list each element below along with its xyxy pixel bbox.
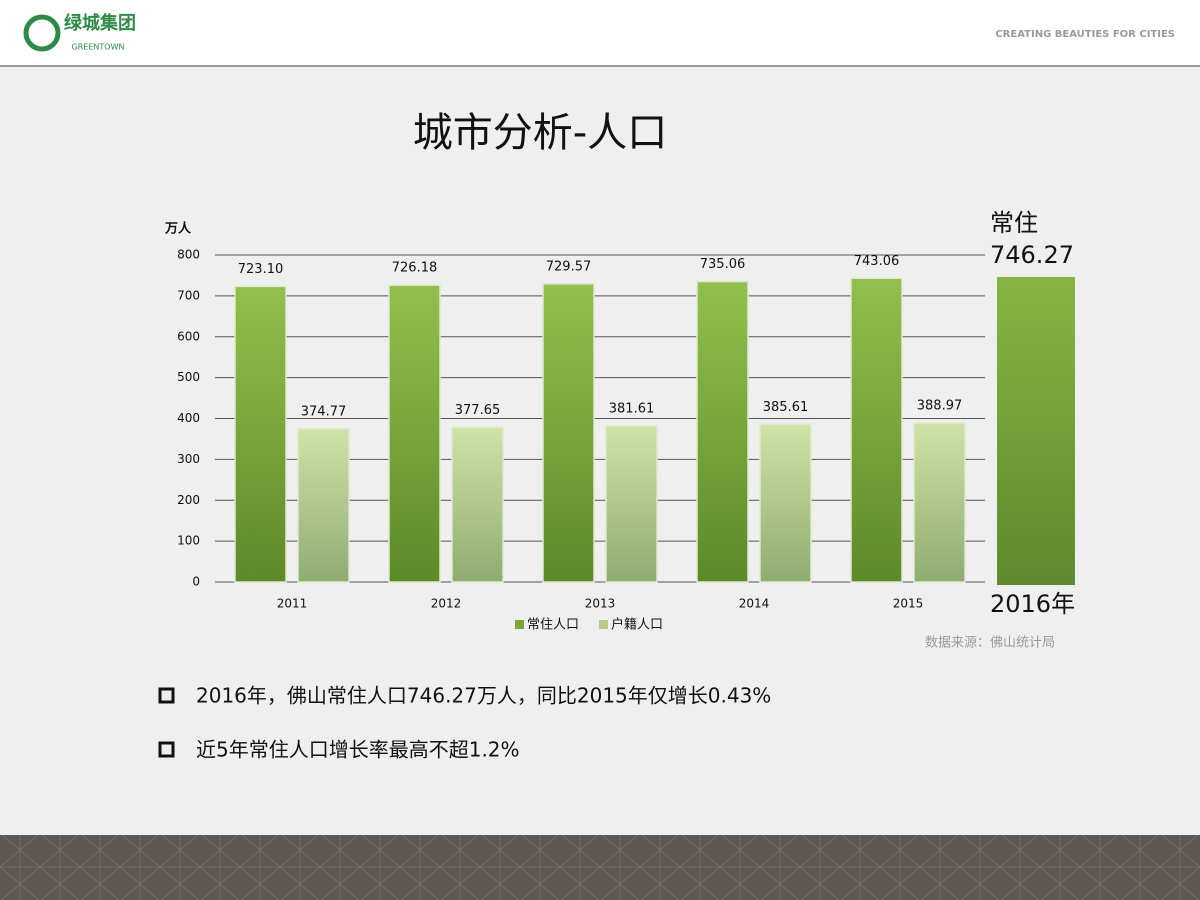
- tagline: CREATING BEAUTIES FOR CITIES: [995, 29, 1175, 40]
- bar: [759, 423, 812, 583]
- logo-icon: [23, 14, 61, 52]
- data-label: 388.97: [917, 399, 963, 414]
- bar: [913, 422, 966, 583]
- x-tick-label: 2015: [893, 597, 924, 611]
- bar: [297, 428, 350, 583]
- bar: [696, 280, 749, 583]
- data-label: 374.77: [301, 404, 347, 419]
- highlight-label: 常住: [990, 209, 1038, 237]
- bullet-icon: [158, 687, 175, 704]
- x-tick-label: 2013: [585, 597, 616, 611]
- highlight-value: 746.27: [990, 241, 1074, 269]
- y-axis-label: 万人: [164, 221, 192, 237]
- logo-subtext: GREENTOWN: [72, 43, 125, 52]
- y-tick-label: 800: [177, 248, 200, 262]
- y-tick-label: 700: [177, 288, 200, 302]
- x-tick-label: 2011: [277, 597, 308, 611]
- y-tick-label: 0: [192, 575, 200, 589]
- bar: [451, 426, 504, 583]
- x-tick-label: 2014: [739, 597, 770, 611]
- data-label: 735.06: [700, 257, 746, 272]
- footer-band: [0, 835, 1200, 900]
- y-tick-label: 400: [177, 411, 200, 425]
- data-label: 726.18: [392, 261, 438, 276]
- y-tick-label: 600: [177, 329, 200, 343]
- x-tick-label: 2012: [431, 597, 462, 611]
- data-label: 385.61: [763, 400, 809, 415]
- bullet-text: 近5年常住人口增长率最高不超1.2%: [196, 738, 520, 762]
- plot: 0 100 200 300 400 500 600 700 800 2011 723.10 374.7…: [177, 209, 1075, 633]
- bullet-icon: [158, 741, 175, 758]
- header-bar: [0, 0, 1200, 66]
- data-label: 743.06: [854, 254, 900, 269]
- y-tick-label: 200: [177, 493, 200, 507]
- highlight-bar: [997, 276, 1075, 585]
- data-label: 723.10: [238, 262, 284, 277]
- legend-label: 常住人口: [527, 618, 579, 633]
- highlight-category: 2016年: [990, 590, 1075, 618]
- legend-swatch: [599, 620, 608, 629]
- bar: [850, 277, 903, 583]
- bar: [234, 285, 287, 583]
- legend-swatch: [515, 620, 524, 629]
- data-label: 377.65: [455, 403, 501, 418]
- data-label: 381.61: [609, 402, 655, 417]
- data-label: 729.57: [546, 259, 592, 274]
- y-tick-label: 300: [177, 452, 200, 466]
- y-tick-label: 100: [177, 534, 200, 548]
- bar: [542, 283, 595, 583]
- legend-label: 户籍人口: [611, 617, 663, 633]
- logo-text: 绿城集团: [64, 12, 136, 34]
- source-note: 数据来源：佛山统计局: [925, 636, 1055, 651]
- slide-title: 城市分析-人口: [413, 110, 667, 156]
- y-tick-label: 500: [177, 370, 200, 384]
- bar: [605, 425, 658, 583]
- bullet-text: 2016年，佛山常住人口746.27万人，同比2015年仅增长0.43%: [196, 684, 771, 708]
- bar: [388, 284, 441, 583]
